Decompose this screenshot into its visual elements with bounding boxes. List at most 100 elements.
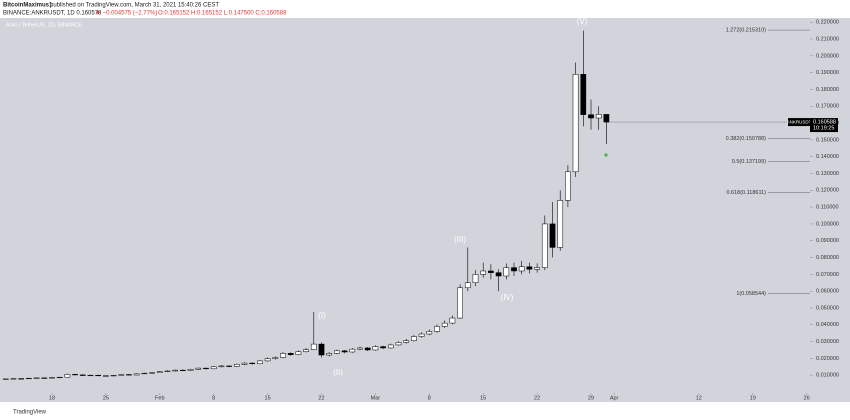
author: BitcoinMaximus1 — [3, 3, 53, 9]
candle-body — [164, 370, 171, 372]
x-tick-label: 22 — [534, 395, 540, 401]
candle-body — [141, 372, 148, 375]
candle-body — [295, 351, 302, 355]
candle-body — [280, 353, 286, 358]
x-tick-label: 8 — [428, 395, 431, 401]
candle-body — [172, 369, 179, 372]
fib-label: 0.618(0.118611) — [726, 190, 766, 196]
y-tick-label: 0.030000 — [816, 339, 839, 345]
candle-body — [303, 349, 309, 352]
candle-body — [18, 378, 25, 380]
y-tick-label: 0.070000 — [816, 272, 839, 278]
fib-label: 0.5(0.137199) — [732, 159, 766, 165]
x-tick-label: Apr — [610, 395, 619, 401]
ohlc: O:0.165152 H:0.165152 L:0.147500 C:0.160… — [158, 11, 287, 17]
wave-label: (V) — [577, 17, 588, 26]
candle-body — [357, 347, 363, 350]
price-tag-label: 0.160588 — [813, 120, 836, 126]
candle-body — [364, 347, 371, 351]
marker — [604, 153, 608, 157]
candle-body — [64, 374, 71, 378]
candle-body — [233, 364, 240, 367]
y-tick-label: 0.220000 — [816, 20, 839, 26]
x-tick-label: Mar — [371, 395, 381, 401]
x-tick-label: 15 — [265, 395, 271, 401]
candle-body — [241, 362, 248, 365]
y-tick-label: 0.020000 — [816, 356, 839, 362]
candle-body — [187, 369, 194, 371]
y-tick-label: 0.170000 — [816, 104, 839, 110]
fib-label: 1.272(0.215310) — [726, 28, 767, 34]
footer-logo: TradingView — [13, 410, 47, 416]
x-tick-label: 19 — [750, 395, 756, 401]
candle-body — [195, 367, 202, 370]
candle-body — [26, 377, 32, 380]
x-tick-label: Feb — [155, 395, 164, 401]
x-tick-label: 18 — [49, 395, 55, 401]
published: published on TradingView.com, March 31, … — [50, 3, 219, 9]
candle-body — [72, 374, 78, 376]
candle-body — [526, 266, 533, 270]
symbol-tag — [788, 118, 810, 127]
candle-body — [534, 267, 540, 270]
candle-body — [411, 336, 417, 341]
candle-body — [87, 374, 94, 377]
candle-body — [326, 353, 333, 356]
y-tick-label: 0.130000 — [816, 171, 839, 177]
candle-body — [218, 365, 225, 368]
candle-body — [2, 378, 9, 380]
y-tick-label: 0.080000 — [816, 255, 839, 261]
y-tick-label: 0.150000 — [816, 137, 839, 143]
candle-body — [149, 372, 155, 374]
wave-label: (IV) — [501, 293, 514, 302]
candle-body — [110, 375, 117, 377]
candle-body — [156, 371, 163, 373]
candle-body — [449, 317, 456, 324]
candle-body — [395, 342, 402, 346]
x-tick-label: 26 — [804, 395, 810, 401]
candle-body — [380, 346, 386, 349]
symbol-line: BINANCE:ANKRUSDT, 1D 0.160578 — [3, 11, 102, 17]
candle-body — [310, 343, 317, 350]
candle-body — [210, 366, 217, 370]
candle-body — [95, 374, 102, 377]
candle-body — [511, 267, 517, 272]
wave-label: (III) — [454, 235, 466, 244]
candle-body — [434, 326, 440, 332]
candle-body — [549, 223, 556, 248]
candle-body — [264, 358, 271, 362]
candle-body — [480, 270, 487, 275]
plot: 0.010000 0.020000 0.030000 0.040000 0.050000… — [2, 20, 839, 401]
y-tick-label: 0.010000 — [816, 373, 839, 379]
candle-body — [372, 346, 379, 351]
x-tick-label: 12 — [696, 395, 702, 401]
candle-body — [287, 353, 294, 355]
candle-body — [557, 200, 564, 248]
candle-body — [118, 374, 125, 376]
candle-body — [503, 267, 510, 277]
y-tick-label: 0.100000 — [816, 221, 839, 227]
candle-body — [603, 114, 610, 123]
y-tick-label: 0.210000 — [816, 36, 839, 42]
fib-label: 1(0.058544) — [736, 291, 766, 297]
symbol-tag-label: ANKRUSDT — [787, 119, 812, 124]
candle-body — [580, 74, 587, 115]
candle-body — [41, 377, 48, 379]
y-tick-label: 0.140000 — [816, 154, 839, 160]
y-tick-label: 0.190000 — [816, 70, 839, 76]
candle-body — [518, 266, 525, 272]
fib-label: 0.382(0.150788) — [726, 136, 767, 142]
candle-body — [272, 357, 279, 359]
y-tick-label: 0.200000 — [816, 53, 839, 59]
candle-body — [441, 322, 448, 327]
candle-body — [318, 343, 325, 356]
candle-body — [49, 377, 55, 379]
x-tick-label: 25 — [103, 395, 109, 401]
price-tag — [810, 118, 838, 133]
candle-body — [33, 377, 40, 379]
x-tick-label: 15 — [480, 395, 486, 401]
candle-body — [464, 282, 471, 289]
candle-body — [226, 365, 232, 367]
candle-body — [387, 344, 394, 349]
